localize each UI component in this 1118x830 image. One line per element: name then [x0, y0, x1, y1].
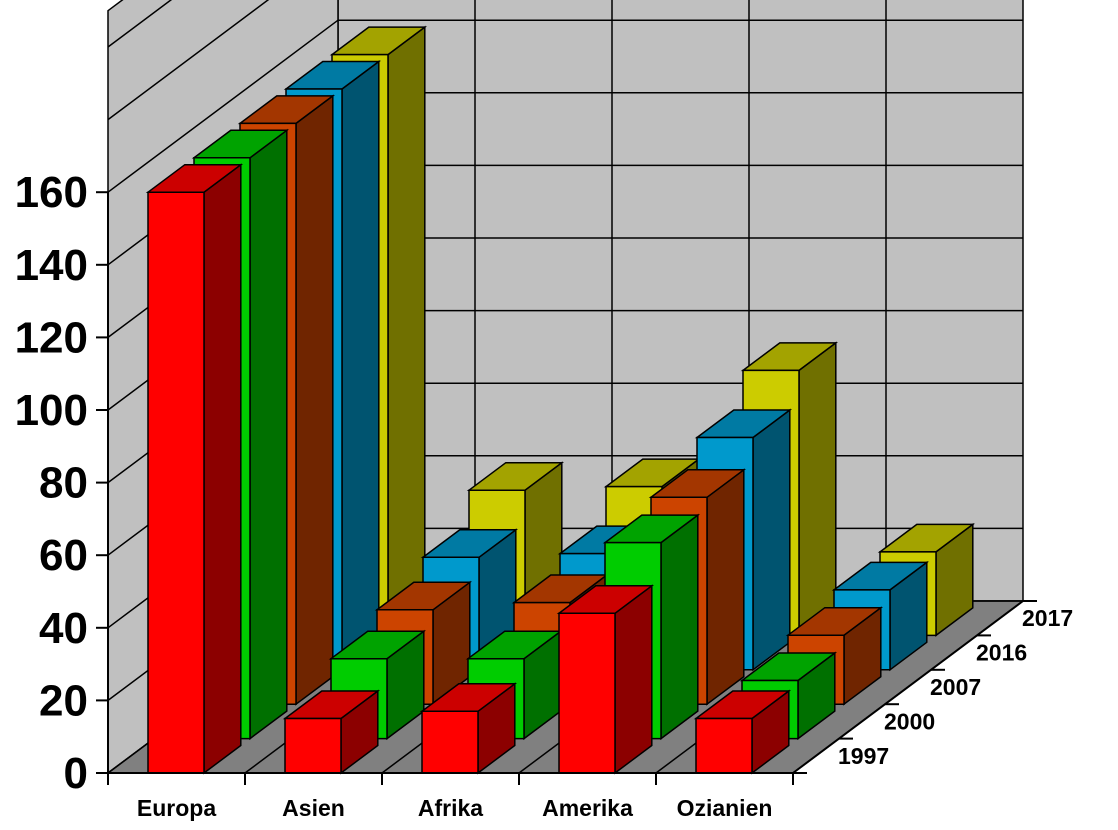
- bar-asien-1997: [282, 689, 381, 775]
- bar-side: [249, 128, 288, 741]
- series-label: 1997: [838, 743, 889, 769]
- gridline-horizontal: [107, 19, 1023, 193]
- x-tick-label: Europa: [137, 795, 216, 821]
- series-axis-tick-labels: 1997 2000 2007 2016 2017: [838, 605, 1073, 769]
- y-tick-label: 60: [39, 531, 88, 580]
- x-tick-label: Ozianien: [677, 795, 773, 821]
- bar-side: [341, 60, 380, 672]
- y-tick-label: 80: [39, 459, 88, 508]
- bar-side: [203, 163, 242, 775]
- bar-side: [660, 513, 699, 741]
- x-tick-label: Asien: [282, 795, 345, 821]
- bar-afrika-1997: [419, 682, 518, 775]
- y-tick-label: 40: [39, 604, 88, 653]
- series-label: 2017: [1022, 605, 1073, 631]
- bar-amerika-1997: [556, 584, 655, 775]
- series-label: 2000: [884, 708, 935, 734]
- x-tick-label: Afrika: [418, 795, 483, 821]
- bar-europa-1997: [145, 163, 244, 775]
- bar-side: [752, 408, 791, 672]
- y-tick-label: 100: [15, 386, 88, 435]
- series-label: 2007: [930, 674, 981, 700]
- series-label: 2016: [976, 640, 1027, 666]
- bar-front: [284, 717, 342, 774]
- y-tick-label: 0: [64, 749, 88, 798]
- bar-front: [147, 191, 205, 774]
- bar-side: [706, 468, 745, 706]
- bar-ozianien-1997: [693, 689, 792, 775]
- y-tick-label: 20: [39, 676, 88, 725]
- bar-group: [145, 25, 976, 775]
- y-tick-label: 140: [15, 241, 88, 290]
- bar-side: [798, 341, 837, 637]
- bar-front: [421, 710, 479, 774]
- y-tick-label: 120: [15, 313, 88, 362]
- bar-front: [558, 612, 616, 774]
- axis-lines: [96, 191, 1037, 785]
- gridline-horizontal: [107, 0, 270, 121]
- x-axis-tick-labels: Europa Asien Afrika Amerika Ozianien: [137, 795, 773, 821]
- bar-front: [695, 717, 753, 774]
- y-axis-tick-labels: 0 20 40 60 80 100 120 140 160: [15, 168, 88, 798]
- bar-side: [295, 94, 334, 706]
- z-axis-line: [792, 600, 1024, 774]
- y-tick-label: 160: [15, 168, 88, 217]
- x-tick-label: Amerika: [542, 795, 633, 821]
- bar-side: [387, 25, 426, 637]
- bar-side: [614, 584, 653, 775]
